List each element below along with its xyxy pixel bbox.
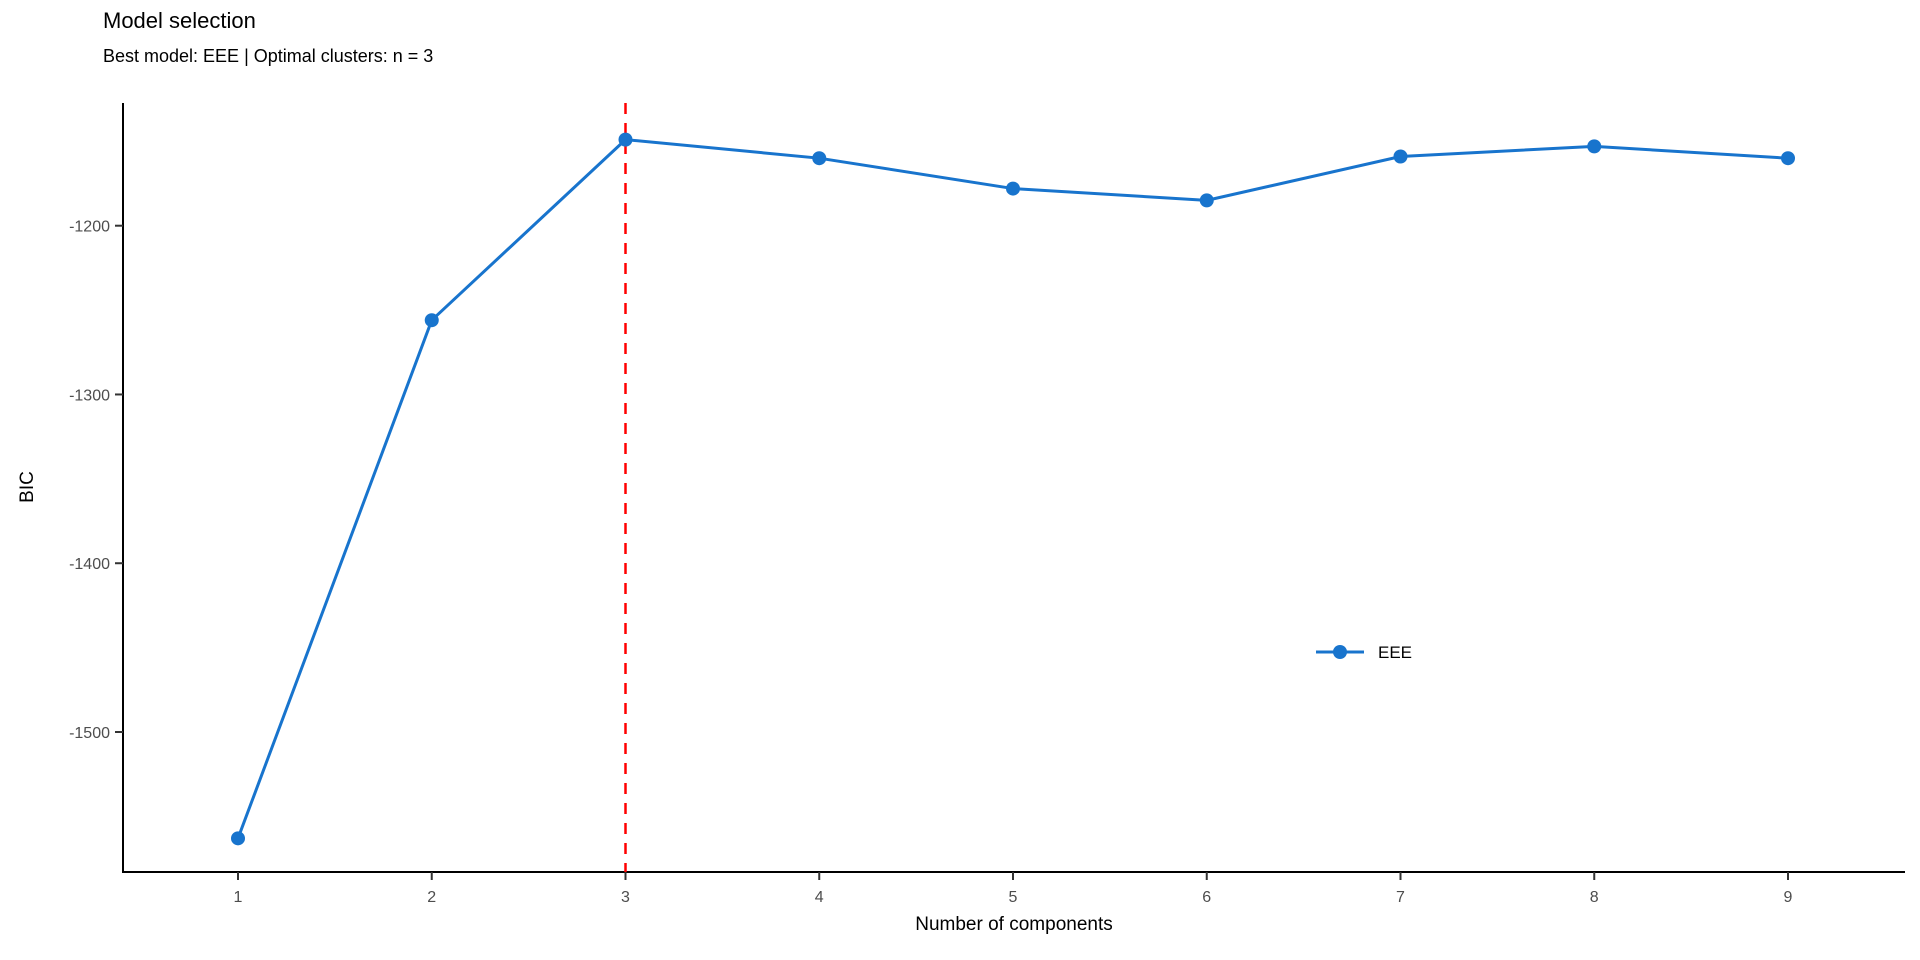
y-tick-label: -1500 bbox=[69, 725, 110, 742]
data-point bbox=[231, 831, 245, 846]
data-point bbox=[812, 151, 827, 166]
x-tick-label: 7 bbox=[1396, 889, 1405, 906]
y-tick-label: -1300 bbox=[69, 387, 110, 404]
x-tick-label: 1 bbox=[234, 889, 243, 906]
data-point bbox=[1199, 193, 1214, 208]
x-tick-label: 2 bbox=[427, 889, 436, 906]
legend-label: EEE bbox=[1378, 643, 1412, 662]
legend-key-dot bbox=[1333, 645, 1347, 659]
x-tick-label: 8 bbox=[1590, 889, 1599, 906]
x-axis-title: Number of components bbox=[915, 914, 1113, 935]
data-point bbox=[1393, 149, 1408, 164]
data-point bbox=[1781, 151, 1795, 166]
chart-subtitle: Best model: EEE | Optimal clusters: n = … bbox=[103, 46, 434, 66]
x-tick-label: 6 bbox=[1202, 889, 1211, 906]
data-point bbox=[1006, 181, 1020, 196]
chart-title: Model selection bbox=[103, 8, 256, 33]
x-tick-label: 4 bbox=[815, 889, 824, 906]
data-point bbox=[1587, 139, 1602, 154]
x-tick-label: 9 bbox=[1784, 889, 1793, 906]
x-tick-label: 3 bbox=[621, 889, 630, 906]
bic-series-line bbox=[236, 138, 1790, 840]
y-tick-label: -1200 bbox=[69, 219, 110, 236]
data-point bbox=[424, 313, 439, 328]
x-tick-label: 5 bbox=[1009, 889, 1018, 906]
y-tick-label: -1400 bbox=[69, 556, 110, 573]
y-axis-title: BIC bbox=[17, 471, 38, 503]
data-point bbox=[618, 132, 633, 147]
